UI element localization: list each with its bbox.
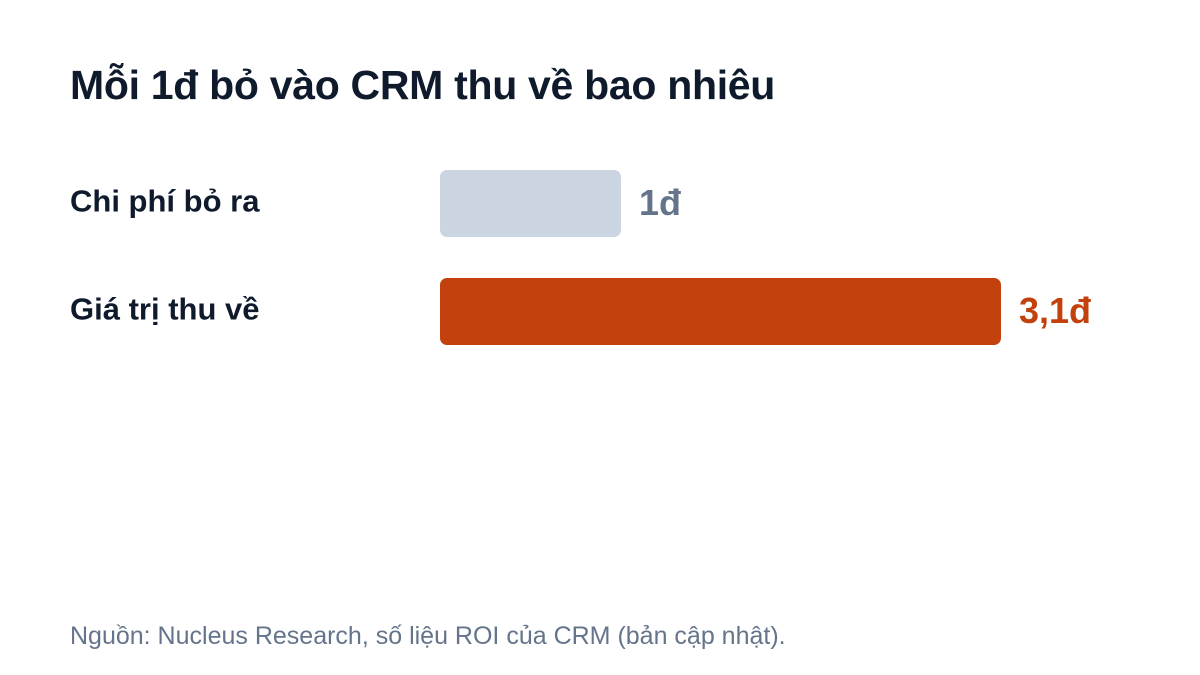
bar xyxy=(440,170,621,237)
source-note: Nguồn: Nucleus Research, số liệu ROI của… xyxy=(70,622,786,650)
category-label: Chi phí bỏ ra xyxy=(70,184,260,219)
value-label: 3,1đ xyxy=(1019,290,1091,331)
category-label: Giá trị thu về xyxy=(70,292,259,327)
chart-title: Mỗi 1đ bỏ vào CRM thu về bao nhiêu xyxy=(70,62,776,108)
value-label: 1đ xyxy=(639,182,681,223)
bar xyxy=(440,278,1001,345)
